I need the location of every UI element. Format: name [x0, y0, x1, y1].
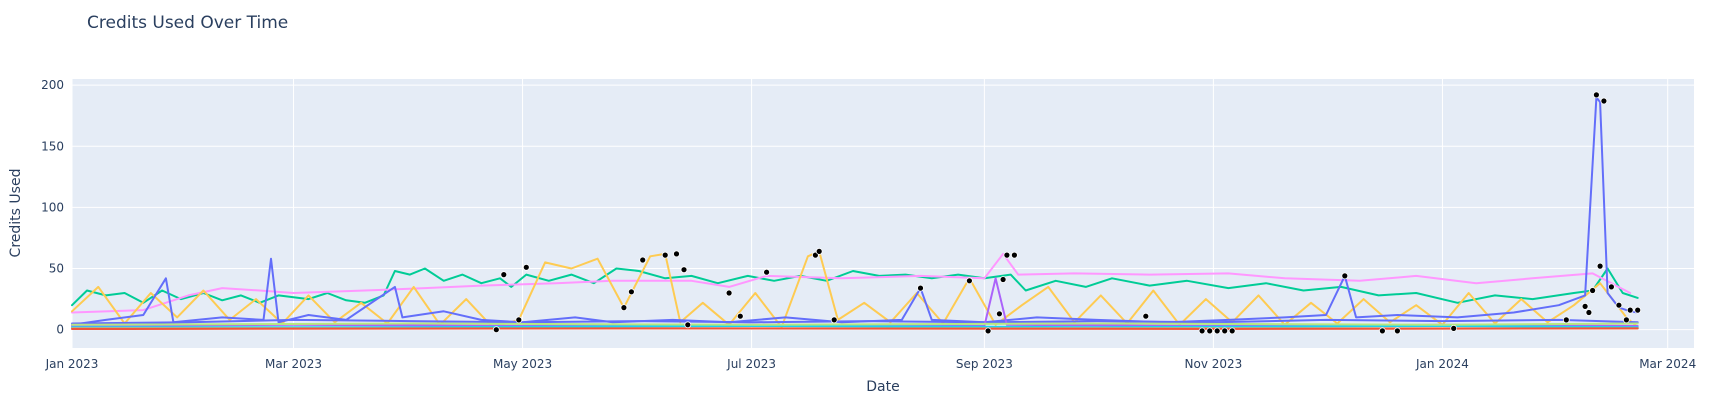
anomaly-marker — [673, 250, 680, 258]
anomaly-marker — [1221, 327, 1229, 335]
x-tick-label: Jan 2023 — [45, 357, 99, 371]
anomaly-marker — [1228, 327, 1236, 335]
anomaly-marker — [1596, 262, 1604, 270]
chart-title: Credits Used Over Time — [87, 13, 288, 33]
plot-area — [72, 79, 1694, 348]
anomaly-marker — [1585, 309, 1593, 316]
anomaly-marker — [1589, 287, 1596, 294]
x-axis-ticks: Jan 2023 Mar 2023 May 2023 Jul 2023 Sep 2023… — [45, 357, 1697, 371]
anomaly-marker — [1581, 302, 1589, 310]
marker-layer — [492, 91, 1642, 335]
series-line-7 — [71, 325, 1639, 329]
anomaly-marker — [1341, 272, 1349, 280]
anomaly-marker — [1379, 327, 1386, 335]
anomaly-marker — [628, 288, 635, 296]
series-line-1 — [71, 267, 1639, 307]
y-axis-ticks: 0 50 100 150 200 — [41, 78, 64, 337]
anomaly-marker — [1623, 316, 1630, 324]
anomaly-marker — [1634, 306, 1642, 314]
x-tick-label: Jan 2024 — [1415, 357, 1469, 371]
anomaly-marker — [639, 256, 647, 264]
series-line-10 — [71, 327, 1639, 330]
anomaly-marker — [1608, 283, 1615, 291]
x-tick-label: Jul 2023 — [726, 357, 776, 371]
y-tick-label: 200 — [41, 78, 64, 92]
anomaly-marker — [1206, 327, 1214, 335]
series-layer — [71, 96, 1639, 330]
anomaly-marker — [684, 321, 692, 329]
x-tick-label: May 2023 — [493, 357, 552, 371]
anomaly-marker — [984, 327, 992, 335]
anomaly-marker — [996, 310, 1003, 318]
anomaly-marker — [1213, 327, 1221, 335]
y-tick-label: 50 — [49, 262, 64, 276]
anomaly-marker — [1394, 327, 1401, 335]
anomaly-marker — [661, 251, 669, 259]
series-line-9 — [71, 322, 1639, 326]
anomaly-marker — [1450, 324, 1458, 332]
anomaly-marker — [620, 304, 628, 312]
anomaly-marker — [1615, 301, 1623, 309]
y-tick-label: 150 — [41, 139, 64, 153]
y-axis-title: Credits Used — [8, 169, 24, 258]
anomaly-marker — [500, 271, 508, 279]
anomaly-marker — [1600, 97, 1608, 105]
x-tick-label: Mar 2023 — [265, 357, 322, 371]
anomaly-marker — [1142, 312, 1150, 320]
anomaly-marker — [1626, 306, 1634, 314]
x-tick-label: Mar 2024 — [1639, 357, 1696, 371]
anomaly-marker — [680, 266, 688, 274]
y-tick-label: 100 — [41, 200, 64, 214]
anomaly-marker — [515, 316, 523, 324]
anomaly-marker — [1003, 251, 1011, 259]
series-line-5 — [71, 318, 1639, 325]
anomaly-marker — [917, 284, 924, 292]
anomaly-marker — [1198, 327, 1206, 335]
series-line-3 — [71, 250, 1639, 329]
anomaly-marker — [966, 277, 973, 285]
series-line-4 — [71, 96, 1639, 326]
anomaly-marker — [522, 263, 530, 271]
anomaly-marker — [763, 268, 770, 276]
x-tick-label: Nov 2023 — [1185, 357, 1243, 371]
x-tick-label: Sep 2023 — [956, 357, 1013, 371]
x-axis-title: Date — [866, 379, 899, 395]
y-tick-label: 0 — [56, 323, 64, 337]
anomaly-marker — [736, 312, 744, 320]
anomaly-marker — [1593, 91, 1600, 99]
anomaly-marker — [815, 247, 823, 255]
anomaly-marker — [725, 289, 733, 297]
anomaly-marker — [1011, 251, 1018, 259]
anomaly-marker — [1562, 316, 1570, 324]
anomaly-marker — [830, 316, 838, 324]
anomaly-marker — [999, 276, 1007, 283]
series-line-2 — [71, 252, 1632, 314]
anomaly-marker — [492, 326, 500, 334]
